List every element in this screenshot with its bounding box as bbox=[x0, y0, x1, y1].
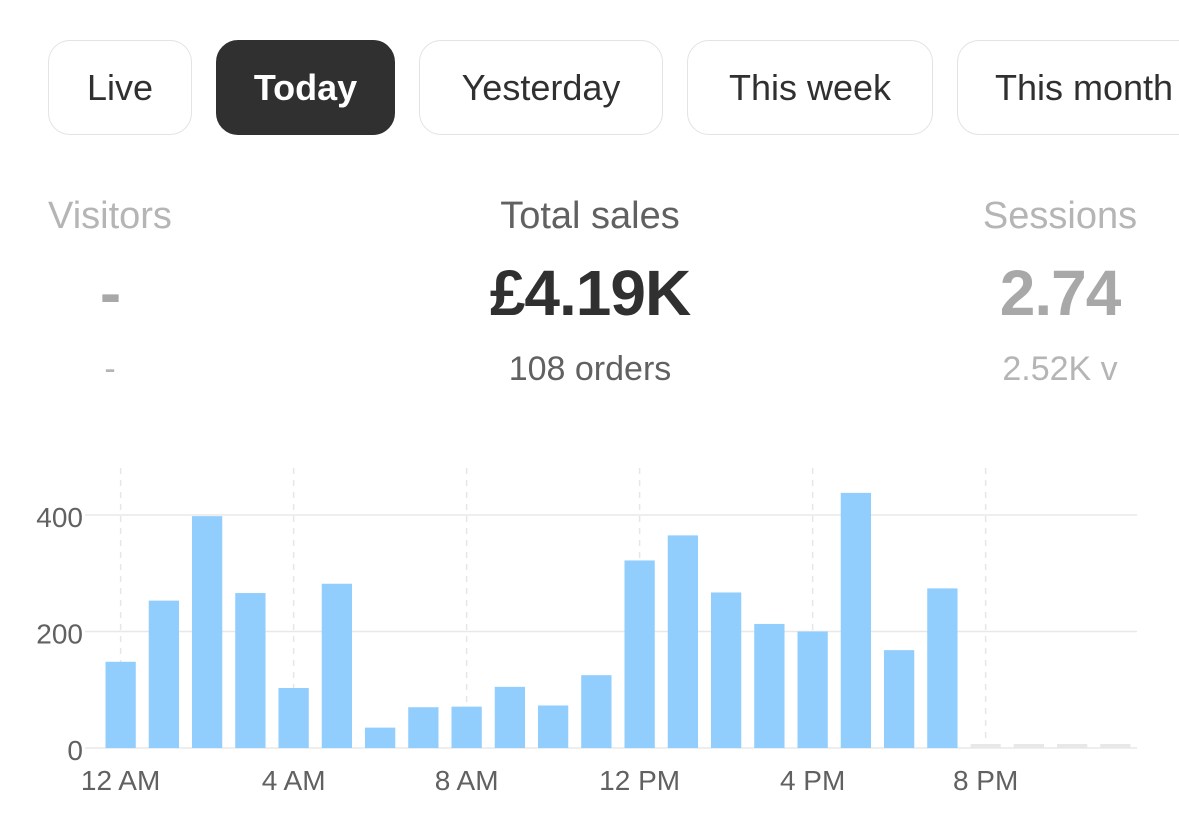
filter-this-month-button[interactable]: This month bbox=[957, 40, 1179, 135]
hourly-sales-bar-chart: 0 200 400 12 AM 4 AM 8 AM 12 PM 4 PM 8 PM bbox=[36, 468, 1137, 796]
sales-bar bbox=[927, 588, 958, 748]
x-tick-label: 12 AM bbox=[81, 765, 160, 796]
filter-this-month-label: This month bbox=[995, 66, 1174, 108]
sales-bar bbox=[451, 706, 482, 748]
total-sales-metric-card[interactable]: Total sales £4.19K 108 orders bbox=[380, 190, 800, 392]
sales-bar bbox=[797, 631, 828, 748]
sales-bar bbox=[710, 592, 742, 748]
sessions-subvalue: 2.52K v bbox=[1002, 350, 1118, 388]
sessions-value: 2.74 bbox=[999, 257, 1122, 329]
sales-bar bbox=[235, 593, 266, 748]
x-tick-label: 8 AM bbox=[435, 765, 499, 796]
sales-bar bbox=[840, 492, 872, 748]
filter-live-label: Live bbox=[86, 66, 154, 108]
filter-today-button[interactable]: Today bbox=[216, 40, 395, 135]
filter-yesterday-button[interactable]: Yesterday bbox=[419, 40, 663, 135]
future-hour-placeholder-bar bbox=[1056, 744, 1088, 748]
sales-bar bbox=[278, 688, 309, 748]
y-tick-label: 0 bbox=[67, 735, 83, 766]
future-hour-placeholder-bar bbox=[1013, 744, 1045, 748]
filter-live-button[interactable]: Live bbox=[48, 40, 192, 135]
sales-bar bbox=[321, 583, 353, 748]
sales-bar bbox=[105, 661, 136, 748]
sales-bar bbox=[667, 535, 699, 748]
sales-bar bbox=[754, 623, 785, 748]
filter-this-week-button[interactable]: This week bbox=[687, 40, 933, 135]
visitors-value: - bbox=[99, 257, 121, 329]
sales-bar bbox=[494, 686, 526, 748]
total-sales-orders: 108 orders bbox=[508, 350, 672, 388]
x-tick-label: 4 AM bbox=[262, 765, 326, 796]
x-tick-label: 12 PM bbox=[599, 765, 680, 796]
sales-bar bbox=[191, 516, 223, 748]
y-tick-label: 200 bbox=[36, 619, 83, 650]
future-hour-placeholder-bar bbox=[970, 744, 1001, 748]
filter-today-label: Today bbox=[253, 66, 358, 108]
sessions-label: Sessions bbox=[982, 195, 1138, 237]
sales-bar bbox=[624, 560, 655, 748]
total-sales-label: Total sales bbox=[500, 195, 680, 237]
filter-this-week-label: This week bbox=[728, 66, 892, 108]
x-tick-label: 8 PM bbox=[953, 765, 1018, 796]
sales-bar bbox=[883, 650, 915, 748]
date-range-filter-bar: Live Today Yesterday This week This mont… bbox=[0, 40, 1179, 137]
future-hour-placeholder-bar bbox=[1100, 744, 1131, 748]
total-sales-value: £4.19K bbox=[489, 257, 691, 329]
x-tick-label: 4 PM bbox=[780, 765, 845, 796]
visitors-subvalue: - bbox=[104, 350, 116, 388]
sales-bar bbox=[148, 600, 180, 748]
visitors-metric-card[interactable]: Visitors - - bbox=[0, 190, 320, 392]
y-tick-label: 400 bbox=[36, 502, 83, 533]
visitors-label: Visitors bbox=[48, 195, 172, 237]
sessions-metric-card[interactable]: Sessions 2.74 2.52K v bbox=[850, 190, 1179, 392]
sales-bar bbox=[408, 707, 439, 748]
sales-bar bbox=[537, 705, 569, 748]
filter-yesterday-label: Yesterday bbox=[461, 66, 621, 108]
sales-bar bbox=[364, 727, 396, 748]
sales-bar bbox=[581, 675, 612, 748]
